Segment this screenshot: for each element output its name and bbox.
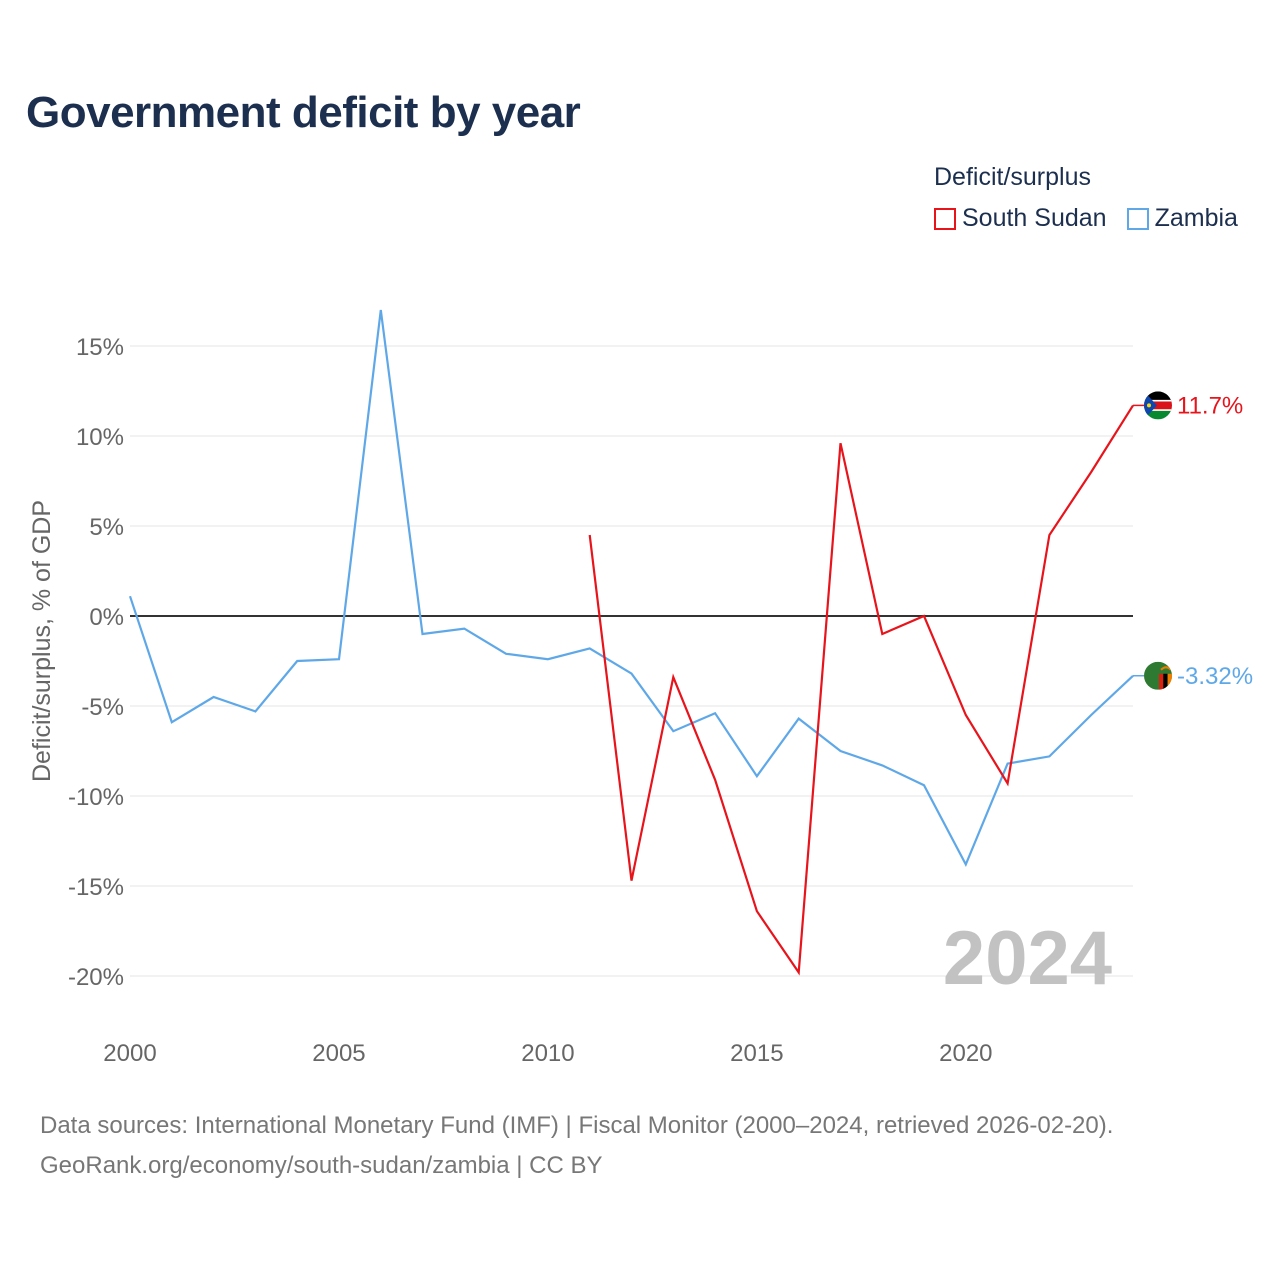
y-tick-label: 0%	[89, 604, 124, 631]
y-tick-label: -15%	[68, 874, 124, 901]
y-tick-label: 15%	[76, 334, 124, 361]
footer: Data sources: International Monetary Fun…	[40, 1106, 1113, 1186]
legend-item-south-sudan[interactable]: South Sudan	[934, 204, 1107, 233]
y-tick-label: 10%	[76, 424, 124, 451]
x-tick-label: 2000	[103, 1040, 156, 1067]
x-tick-label: 2020	[939, 1040, 992, 1067]
y-tick-label: 5%	[89, 514, 124, 541]
legend-swatch-zambia	[1126, 207, 1149, 230]
zambia-flag-icon	[1144, 661, 1172, 690]
legend: South Sudan Zambia	[934, 204, 1258, 233]
end-value-label-zambia: -3.32%	[1177, 663, 1253, 690]
line-chart: 2024 -3.32% 11.7% 15% 10% 5% 0% -5% -10% -15% -2…	[28, 309, 1253, 1067]
x-tick-label: 2015	[730, 1040, 783, 1067]
y-tick-label: -10%	[68, 784, 124, 811]
gridlines	[130, 345, 1133, 977]
y-tick-label: -20%	[68, 964, 124, 991]
x-tick-label: 2010	[521, 1040, 574, 1067]
year-watermark: 2024	[943, 916, 1112, 1001]
series-line-zambia[interactable]	[128, 309, 1134, 867]
legend-label-zambia: Zambia	[1154, 204, 1238, 232]
legend-swatch-south-sudan	[934, 207, 956, 230]
legend-item-zambia[interactable]: Zambia	[1126, 204, 1238, 233]
series-line-south-sudan[interactable]	[588, 404, 1134, 976]
y-tick-label: -5%	[81, 694, 124, 721]
end-value-label-south-sudan: 11.7%	[1177, 392, 1243, 419]
chart-title: Government deficit by year	[26, 88, 581, 137]
south-sudan-flag-icon	[1144, 391, 1172, 420]
y-axis-label: Deficit/surplus, % of GDP	[28, 500, 56, 782]
x-tick-label: 2005	[312, 1040, 365, 1067]
footer-link[interactable]: GeoRank.org/economy/south-sudan/zambia |…	[40, 1152, 603, 1179]
legend-title: Deficit/surplus	[934, 163, 1091, 191]
footer-sources: Data sources: International Monetary Fun…	[40, 1112, 1114, 1139]
legend-label-south-sudan: South Sudan	[962, 204, 1107, 232]
